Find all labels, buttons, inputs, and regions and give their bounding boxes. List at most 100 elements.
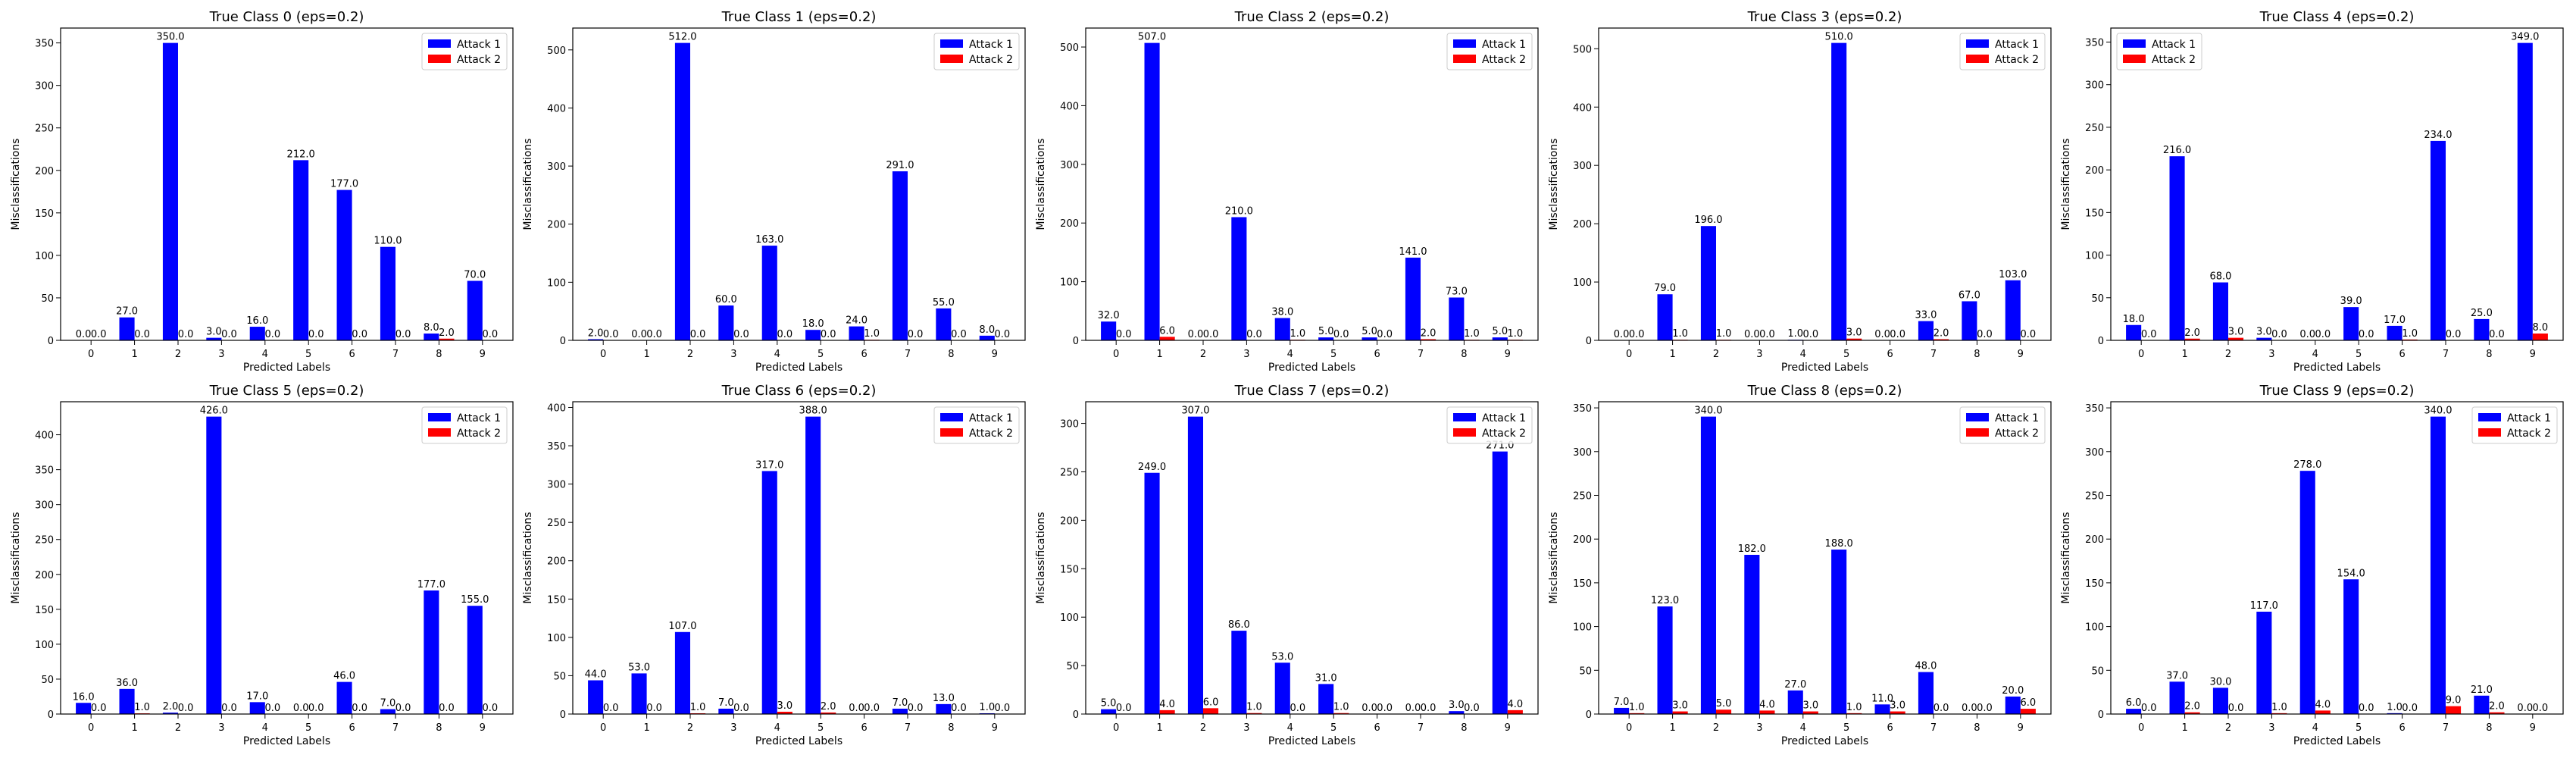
x-axis-label: Predicted Labels	[2293, 362, 2381, 374]
y-tick-label: 0	[1586, 336, 1592, 347]
bar-attack1-2	[162, 42, 178, 341]
plot-frame	[1085, 401, 1539, 715]
bar-value-label: 0.0	[221, 329, 237, 340]
bar-value-label: 27.0	[1784, 679, 1806, 691]
bar-attack1-5	[2343, 307, 2359, 340]
x-tick-label: 8	[436, 349, 442, 360]
x-tick-label: 3	[2268, 722, 2274, 734]
bar-value-label: 6.0	[1203, 697, 1219, 708]
bar-attack1-7	[380, 709, 396, 714]
chart-panel-9: True Class 9 (eps=0.2)6.037.030.0117.027…	[2060, 383, 2564, 747]
bar-attack1-8	[1449, 711, 1465, 714]
chart-title: True Class 1 (eps=0.2)	[721, 9, 877, 25]
bar-value-label: 0.0	[1116, 329, 1132, 340]
bar-attack1-5	[1831, 550, 1847, 714]
x-tick-label: 4	[1287, 722, 1293, 734]
bar-value-label: 234.0	[2424, 130, 2452, 141]
bar-value-label: 25.0	[2471, 308, 2493, 319]
x-tick-label: 3	[1243, 349, 1249, 360]
bar-attack2-6	[1890, 711, 1905, 714]
bar-attack1-2	[1187, 416, 1203, 714]
bar-value-label: 307.0	[1181, 406, 1209, 417]
legend-swatch-attack1	[2478, 413, 2501, 421]
y-tick-label: 100	[547, 633, 566, 644]
bar-attack1-1	[119, 688, 135, 714]
bar-value-label: 107.0	[668, 621, 696, 632]
bar-value-label: 39.0	[2340, 296, 2362, 307]
x-tick-label: 9	[480, 349, 486, 360]
bar-value-label: 53.0	[628, 662, 650, 673]
x-tick-label: 1	[1156, 722, 1162, 734]
y-tick-label: 200	[1060, 515, 1079, 527]
bar-value-label: 0.0	[1405, 703, 1421, 714]
bar-value-label: 4.0	[1759, 699, 1775, 710]
bar-attack1-2	[674, 631, 690, 714]
bar-value-label: 0.0	[483, 703, 499, 714]
bar-value-label: 141.0	[1399, 246, 1427, 258]
bar-value-label: 30.0	[2209, 676, 2231, 688]
legend-swatch-attack2	[428, 428, 451, 437]
y-tick-label: 350	[35, 465, 54, 477]
y-tick-label: 200	[547, 220, 566, 231]
bar-attack1-7	[1918, 672, 1934, 714]
bar-value-label: 123.0	[1651, 595, 1679, 606]
y-tick-label: 200	[547, 556, 566, 568]
bar-value-label: 0.0	[1890, 329, 1905, 340]
bar-value-label: 5.0	[1492, 326, 1508, 337]
bar-attack1-3	[2256, 611, 2272, 714]
bar-value-label: 278.0	[2293, 459, 2321, 471]
bar-value-label: 2.0	[2489, 701, 2505, 713]
x-tick-label: 3	[1756, 349, 1762, 360]
bar-value-label: 0.0	[1629, 329, 1645, 340]
bar-attack2-1	[1672, 711, 1688, 714]
bar-attack1-5	[293, 160, 309, 340]
bar-attack1-2	[1700, 226, 1716, 340]
bar-value-label: 0.0	[646, 329, 662, 340]
bar-value-label: 0.0	[76, 329, 92, 340]
y-tick-label: 300	[35, 500, 54, 512]
x-tick-label: 3	[218, 722, 224, 734]
x-tick-label: 8	[2486, 349, 2492, 360]
x-tick-label: 5	[1843, 722, 1849, 734]
x-tick-label: 7	[392, 722, 399, 734]
legend: Attack 1 Attack 2	[1959, 406, 2046, 444]
bar-attack1-2	[2212, 282, 2228, 340]
plot-frame	[2110, 401, 2564, 715]
y-tick-label: 350	[1573, 403, 1592, 415]
bar-value-label: 0.0	[178, 329, 194, 340]
x-tick-label: 0	[600, 722, 606, 734]
y-tick-label: 300	[1573, 161, 1592, 172]
y-tick-label: 100	[1060, 277, 1079, 289]
bar-attack1-8	[424, 334, 439, 340]
bar-value-label: 0.0	[1759, 329, 1775, 340]
y-tick-label: 250	[1573, 490, 1592, 502]
y-tick-label: 50	[41, 675, 54, 686]
x-tick-label: 0	[1626, 722, 1632, 734]
bar-value-label: 0.0	[308, 329, 324, 340]
bar-value-label: 0.0	[733, 703, 749, 714]
x-tick-label: 4	[2312, 722, 2318, 734]
bar-attack2-9	[2532, 334, 2548, 340]
bar-attack1-3	[1231, 631, 1247, 714]
bar-attack1-0	[2126, 324, 2142, 340]
bar-value-label: 0.0	[2141, 703, 2157, 714]
x-axis-label: Predicted Labels	[1268, 735, 1355, 747]
bar-value-label: 4.0	[1508, 699, 1524, 710]
y-tick-label: 100	[35, 640, 54, 651]
legend-label: Attack 2	[2507, 428, 2551, 440]
bar-value-label: 3.0	[1890, 700, 1905, 712]
y-tick-label: 500	[1573, 44, 1592, 55]
bar-attack2-2	[2227, 337, 2244, 340]
bar-attack1-0	[588, 339, 604, 340]
y-tick-label: 150	[2085, 208, 2104, 219]
x-tick-label: 4	[1800, 722, 1806, 734]
bar-value-label: 0.0	[2228, 703, 2244, 714]
y-tick-label: 0	[1073, 709, 1079, 721]
bar-value-label: 5.0	[1716, 698, 1732, 709]
bar-attack1-0	[2126, 709, 2142, 714]
bar-value-label: 3.0	[777, 700, 792, 712]
bar-value-label: 0.0	[2359, 329, 2374, 340]
x-tick-label: 1	[1669, 349, 1675, 360]
y-tick-label: 300	[547, 480, 566, 491]
